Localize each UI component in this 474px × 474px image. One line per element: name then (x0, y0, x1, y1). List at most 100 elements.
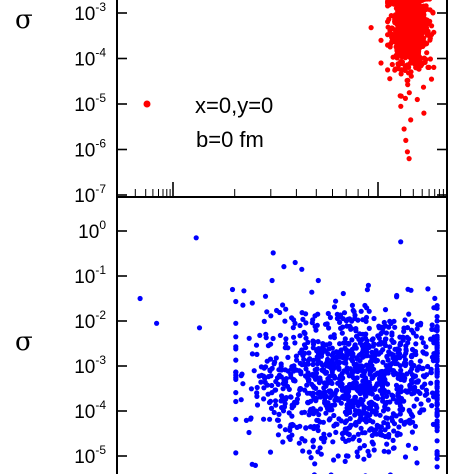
scatter-point (274, 417, 281, 423)
bottom-scatter-points (137, 235, 440, 474)
y-tick-label: 10-7 (74, 182, 106, 207)
scatter-point (273, 355, 279, 361)
scatter-point (246, 429, 252, 436)
scatter-point (374, 381, 380, 387)
legend-series-name: x=0,y=0 (195, 93, 273, 118)
scatter-point (431, 29, 437, 35)
scatter-point (397, 340, 404, 346)
scatter-point (299, 310, 305, 316)
scatter-point (341, 368, 347, 374)
scatter-point (381, 387, 387, 393)
scatter-point (246, 335, 252, 341)
scatter-point (368, 426, 374, 432)
scatter-point (388, 320, 394, 326)
scatter-point (419, 407, 425, 413)
scatter-point (289, 432, 295, 438)
scatter-point (306, 372, 312, 378)
scatter-point (309, 320, 315, 326)
scatter-point (411, 403, 417, 409)
scatter-point (317, 375, 323, 381)
scatter-point (352, 368, 358, 374)
scatter-point (280, 439, 286, 445)
scatter-point (406, 156, 412, 162)
scatter-point (154, 320, 160, 326)
scatter-point (428, 370, 434, 376)
scatter-point (434, 409, 440, 416)
scatter-point (233, 416, 239, 422)
scatter-point (384, 381, 391, 387)
scatter-point (434, 358, 440, 364)
scatter-point (385, 406, 391, 412)
scatter-point (296, 440, 302, 446)
scatter-point (338, 418, 344, 424)
scatter-point (330, 350, 336, 356)
scatter-point (313, 327, 319, 333)
scatter-point (303, 335, 309, 341)
scatter-point (262, 293, 269, 299)
scatter-point (233, 390, 239, 396)
scatter-point (407, 420, 413, 426)
scatter-point (349, 302, 355, 308)
scatter-point (428, 76, 435, 82)
scatter-point (315, 339, 321, 345)
scatter-point (331, 335, 337, 341)
scatter-point (342, 336, 348, 342)
scatter-point (425, 363, 431, 370)
scatter-point (354, 449, 360, 455)
scatter-point (363, 331, 369, 337)
scatter-point (391, 1, 397, 7)
scatter-point (340, 395, 346, 401)
scatter-point (368, 360, 374, 366)
scatter-point (311, 395, 317, 401)
scatter-point (398, 11, 404, 17)
scatter-point (258, 379, 264, 385)
scatter-point (347, 382, 353, 388)
scatter-point (233, 369, 239, 375)
scatter-point (275, 432, 281, 438)
scatter-point (363, 393, 369, 399)
scatter-point (333, 298, 339, 304)
scatter-point (233, 298, 239, 305)
scatter-point (392, 33, 398, 39)
scatter-point (431, 64, 437, 70)
scatter-point (243, 417, 249, 423)
scatter-point (415, 388, 421, 395)
scatter-point (339, 431, 345, 437)
scatter-point (408, 411, 414, 417)
scatter-point (357, 340, 363, 346)
scatter-point (364, 349, 370, 355)
scatter-point (425, 30, 431, 36)
scatter-point (342, 340, 348, 346)
scatter-point (338, 325, 344, 331)
scatter-point (397, 334, 403, 340)
scatter-point (337, 341, 343, 347)
scatter-point (405, 82, 411, 88)
scatter-point (348, 325, 354, 332)
scatter-point (275, 381, 281, 387)
scatter-point (272, 398, 279, 404)
scatter-point (271, 409, 277, 416)
scatter-point (269, 382, 275, 389)
scatter-point (401, 44, 407, 50)
scatter-point (425, 397, 431, 403)
scatter-point (252, 462, 258, 468)
scatter-point (389, 61, 395, 68)
scatter-point (280, 386, 286, 392)
scatter-point (371, 315, 377, 322)
scatter-point (431, 340, 437, 346)
scatter-point (256, 373, 262, 379)
scatter-point (335, 397, 341, 403)
top-y-ticks: 10-3 10-4 10-5 10-6 10-7 (74, 0, 447, 207)
scatter-point (427, 18, 433, 24)
scatter-point (412, 31, 418, 37)
scatter-point (283, 340, 289, 347)
scatter-point (267, 416, 273, 422)
scatter-point (342, 458, 348, 464)
y-tick-label: 10-5 (74, 91, 106, 116)
scatter-point (322, 321, 329, 327)
scatter-point (283, 376, 289, 382)
scatter-point (291, 403, 297, 409)
scatter-point (401, 325, 407, 331)
scatter-point (397, 351, 403, 357)
scatter-point (406, 336, 412, 342)
